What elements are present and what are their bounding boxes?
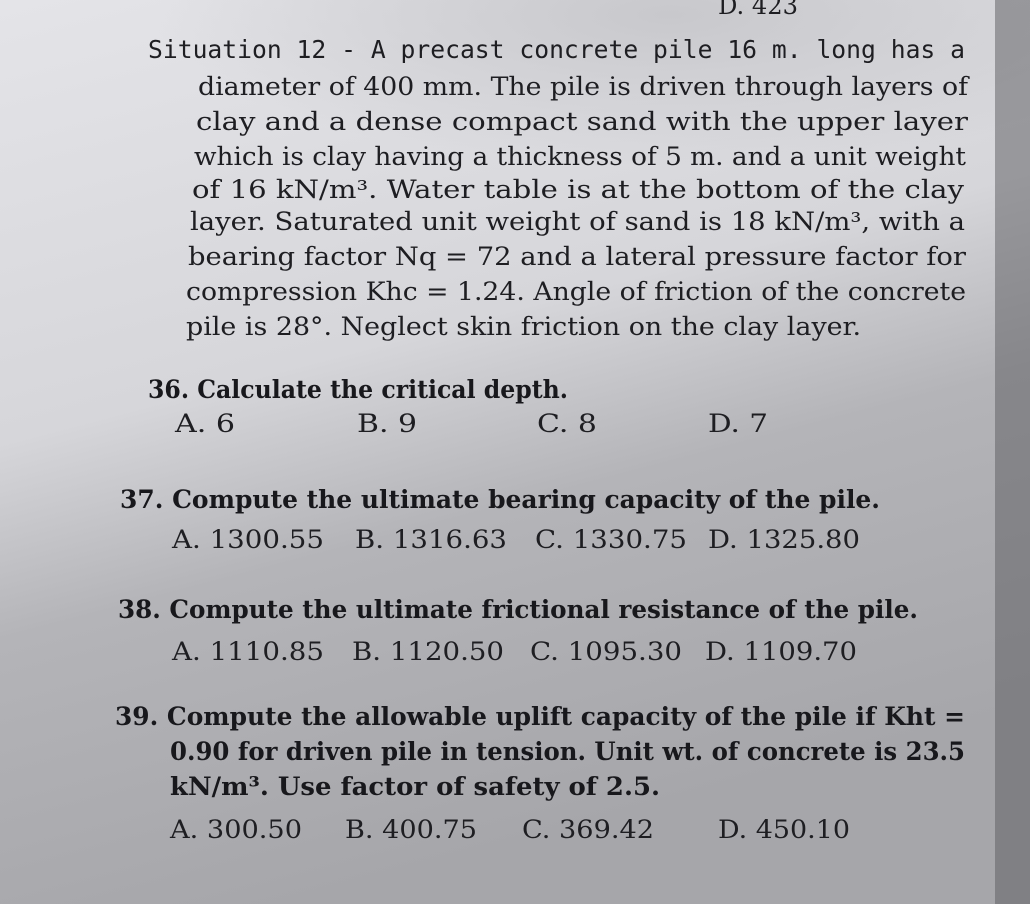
shade bbox=[0, 0, 1030, 300]
choice: B. 400.75 bbox=[345, 815, 477, 844]
question-text: 39. Compute the allowable uplift capacit… bbox=[115, 702, 965, 731]
choice: B. 1120.50 bbox=[352, 637, 504, 666]
choice: D. 1325.80 bbox=[708, 525, 860, 554]
situation-line: bearing factor Nq = 72 and a lateral pre… bbox=[188, 242, 966, 271]
choice: D. 450.10 bbox=[718, 815, 850, 844]
choice: A. 6 bbox=[174, 409, 235, 438]
question-text: 38. Compute the ultimate frictional resi… bbox=[118, 595, 918, 624]
choice: B. 9 bbox=[357, 409, 417, 438]
question-text: 36. Calculate the critical depth. bbox=[148, 375, 568, 404]
choice: A. 1110.85 bbox=[171, 637, 324, 666]
choice: A. 300.50 bbox=[169, 815, 302, 844]
choice: D. 7 bbox=[708, 409, 768, 438]
choice: D. 1109.70 bbox=[705, 637, 857, 666]
header-fragment: D. 423 bbox=[718, 0, 798, 20]
choice: A. 1300.55 bbox=[171, 525, 324, 554]
situation-line: Situation 12 - A precast concrete pile 1… bbox=[148, 35, 965, 64]
situation-line: diameter of 400 mm. The pile is driven t… bbox=[198, 72, 970, 101]
question-text: 0.90 for driven pile in tension. Unit wt… bbox=[170, 737, 965, 766]
choice: C. 8 bbox=[537, 409, 597, 438]
question-text: 37. Compute the ultimate bearing capacit… bbox=[120, 485, 880, 514]
choice: C. 1330.75 bbox=[535, 525, 687, 554]
situation-line: clay and a dense compact sand with the u… bbox=[196, 107, 968, 136]
choice: C. 1095.30 bbox=[530, 637, 682, 666]
situation-line: of 16 kN/m³. Water table is at the botto… bbox=[192, 175, 965, 204]
choice: B. 1316.63 bbox=[355, 525, 507, 554]
situation-line: which is clay having a thickness of 5 m.… bbox=[194, 142, 966, 171]
situation-line: pile is 28°. Neglect skin friction on th… bbox=[186, 312, 861, 341]
page-edge bbox=[995, 0, 1030, 904]
situation-line: compression Khc = 1.24. Angle of frictio… bbox=[186, 277, 966, 306]
question-text: kN/m³. Use factor of safety of 2.5. bbox=[170, 772, 660, 801]
situation-line: layer. Saturated unit weight of sand is … bbox=[190, 207, 965, 236]
content: D. 423 Situation 12 - A precast concrete … bbox=[115, 0, 970, 844]
choice: C. 369.42 bbox=[522, 815, 654, 844]
